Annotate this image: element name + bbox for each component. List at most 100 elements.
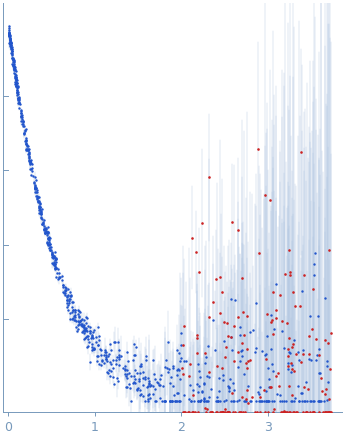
Point	[262, 409, 267, 416]
Point	[285, 362, 291, 369]
Point	[146, 391, 151, 398]
Point	[42, 229, 48, 236]
Point	[38, 210, 43, 217]
Point	[12, 69, 17, 76]
Point	[122, 365, 128, 372]
Point	[13, 75, 19, 82]
Point	[57, 274, 62, 281]
Point	[8, 45, 14, 52]
Point	[295, 382, 301, 389]
Point	[220, 409, 226, 416]
Point	[208, 409, 214, 416]
Point	[201, 395, 206, 402]
Point	[11, 58, 17, 65]
Point	[298, 358, 303, 365]
Point	[145, 382, 151, 389]
Point	[163, 357, 169, 364]
Point	[252, 348, 258, 355]
Point	[223, 344, 228, 351]
Point	[60, 281, 66, 288]
Point	[65, 296, 70, 303]
Point	[11, 63, 17, 70]
Point	[167, 398, 172, 405]
Point	[76, 307, 81, 314]
Point	[166, 369, 171, 376]
Point	[37, 207, 42, 214]
Point	[256, 390, 262, 397]
Point	[273, 306, 279, 313]
Point	[308, 409, 313, 416]
Point	[254, 398, 259, 405]
Point	[274, 373, 279, 380]
Point	[87, 359, 92, 366]
Point	[26, 153, 31, 160]
Point	[47, 245, 52, 252]
Point	[223, 406, 228, 413]
Point	[142, 374, 148, 381]
Point	[49, 250, 55, 257]
Point	[24, 147, 29, 154]
Point	[181, 409, 187, 416]
Point	[138, 391, 144, 398]
Point	[95, 352, 101, 359]
Point	[37, 203, 42, 210]
Point	[203, 354, 208, 361]
Point	[76, 320, 82, 327]
Point	[61, 281, 66, 288]
Point	[162, 398, 168, 405]
Point	[245, 364, 250, 371]
Point	[32, 185, 37, 192]
Point	[256, 146, 261, 153]
Point	[317, 398, 323, 405]
Point	[137, 392, 142, 399]
Point	[25, 143, 31, 150]
Point	[206, 369, 212, 376]
Point	[13, 82, 19, 89]
Point	[9, 39, 14, 46]
Point	[241, 370, 247, 377]
Point	[290, 288, 296, 295]
Point	[11, 62, 16, 69]
Point	[70, 315, 76, 322]
Point	[45, 236, 50, 243]
Point	[247, 398, 253, 405]
Point	[265, 332, 270, 339]
Point	[276, 383, 282, 390]
Point	[27, 149, 32, 156]
Point	[142, 398, 148, 405]
Point	[68, 296, 73, 303]
Point	[108, 367, 114, 374]
Point	[33, 177, 38, 184]
Point	[256, 249, 262, 256]
Point	[206, 398, 211, 405]
Point	[9, 45, 14, 52]
Point	[223, 396, 229, 403]
Point	[274, 390, 280, 397]
Point	[215, 398, 221, 405]
Point	[47, 241, 52, 248]
Point	[245, 357, 250, 364]
Point	[268, 312, 274, 319]
Point	[138, 362, 144, 369]
Point	[70, 309, 75, 316]
Point	[151, 371, 157, 378]
Point	[312, 272, 317, 279]
Point	[27, 152, 32, 159]
Point	[294, 409, 300, 416]
Point	[52, 249, 58, 256]
Point	[283, 409, 288, 416]
Point	[155, 380, 160, 387]
Point	[94, 357, 100, 364]
Point	[18, 114, 24, 121]
Point	[152, 386, 158, 393]
Point	[281, 409, 286, 416]
Point	[277, 392, 283, 399]
Point	[161, 398, 167, 405]
Point	[318, 375, 323, 382]
Point	[23, 146, 29, 153]
Point	[269, 398, 275, 405]
Point	[241, 398, 247, 405]
Point	[28, 160, 33, 166]
Point	[53, 254, 59, 261]
Point	[235, 364, 241, 371]
